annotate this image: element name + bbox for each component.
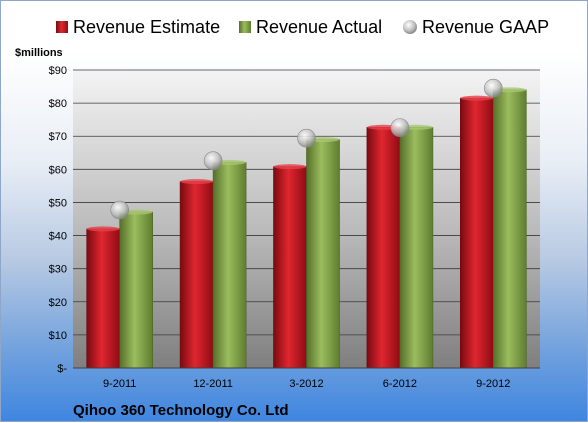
legend-label-revenue-actual: Revenue Actual (256, 17, 382, 37)
x-tick-label: 3-2012 (289, 378, 323, 390)
bar-top-revenue-estimate (460, 95, 494, 101)
y-tick-label: $- (57, 363, 67, 375)
y-tick-label: $50 (49, 197, 67, 209)
legend-marker-revenue-gaap (403, 20, 417, 34)
y-tick-label: $70 (49, 131, 67, 143)
x-tick-label: 9-2011 (103, 378, 136, 390)
bar-revenue-estimate (273, 166, 307, 369)
bar-revenue-actual (119, 211, 153, 369)
gaap-marker (297, 128, 316, 148)
bar-revenue-actual (492, 89, 527, 369)
bar-revenue-estimate (366, 126, 401, 369)
bar-revenue-actual (306, 139, 340, 369)
legend-swatch-revenue-estimate (56, 21, 68, 33)
bar-revenue-actual (212, 162, 247, 369)
bar-top-revenue-estimate (86, 226, 120, 232)
x-tick-label: 12-2011 (193, 378, 233, 390)
gaap-marker (483, 78, 503, 98)
bar-revenue-estimate (86, 228, 120, 369)
y-tick-label: $10 (49, 330, 67, 342)
company-name: Qihoo 360 Technology Co. Ltd (73, 402, 289, 419)
bar-top-revenue-estimate (273, 164, 307, 170)
legend-label-revenue-gaap: Revenue GAAP (422, 17, 549, 37)
x-tick-label: 6-2012 (383, 378, 417, 390)
gaap-marker (110, 200, 129, 220)
y-axis-unit-label: $millions (15, 47, 63, 59)
legend-label-revenue-estimate: Revenue Estimate (73, 17, 220, 37)
y-tick-label: $40 (49, 231, 67, 243)
x-tick-label: 9-2012 (476, 378, 510, 390)
bar-revenue-estimate (179, 181, 214, 369)
y-axis-ticks: $- $10 $20 $30 $40 $50 $60 $70 $80 $90 (49, 65, 68, 375)
bar-revenue-estimate (459, 97, 494, 369)
y-tick-label: $30 (49, 264, 67, 276)
gaap-marker (203, 151, 223, 171)
bar-top-revenue-estimate (180, 179, 214, 185)
legend: Revenue Estimate Revenue Actual Revenue … (56, 17, 549, 37)
bar-revenue-actual (399, 126, 434, 369)
y-tick-label: $80 (49, 98, 67, 110)
gaap-markers (110, 78, 503, 220)
legend-swatch-revenue-actual (239, 21, 251, 33)
gaap-marker (390, 118, 410, 137)
y-tick-label: $90 (49, 65, 67, 77)
y-tick-label: $60 (49, 164, 67, 176)
x-axis-ticks: 9-2011 12-2011 3-2012 6-2012 9-2012 (103, 378, 510, 390)
y-tick-label: $20 (49, 297, 67, 309)
